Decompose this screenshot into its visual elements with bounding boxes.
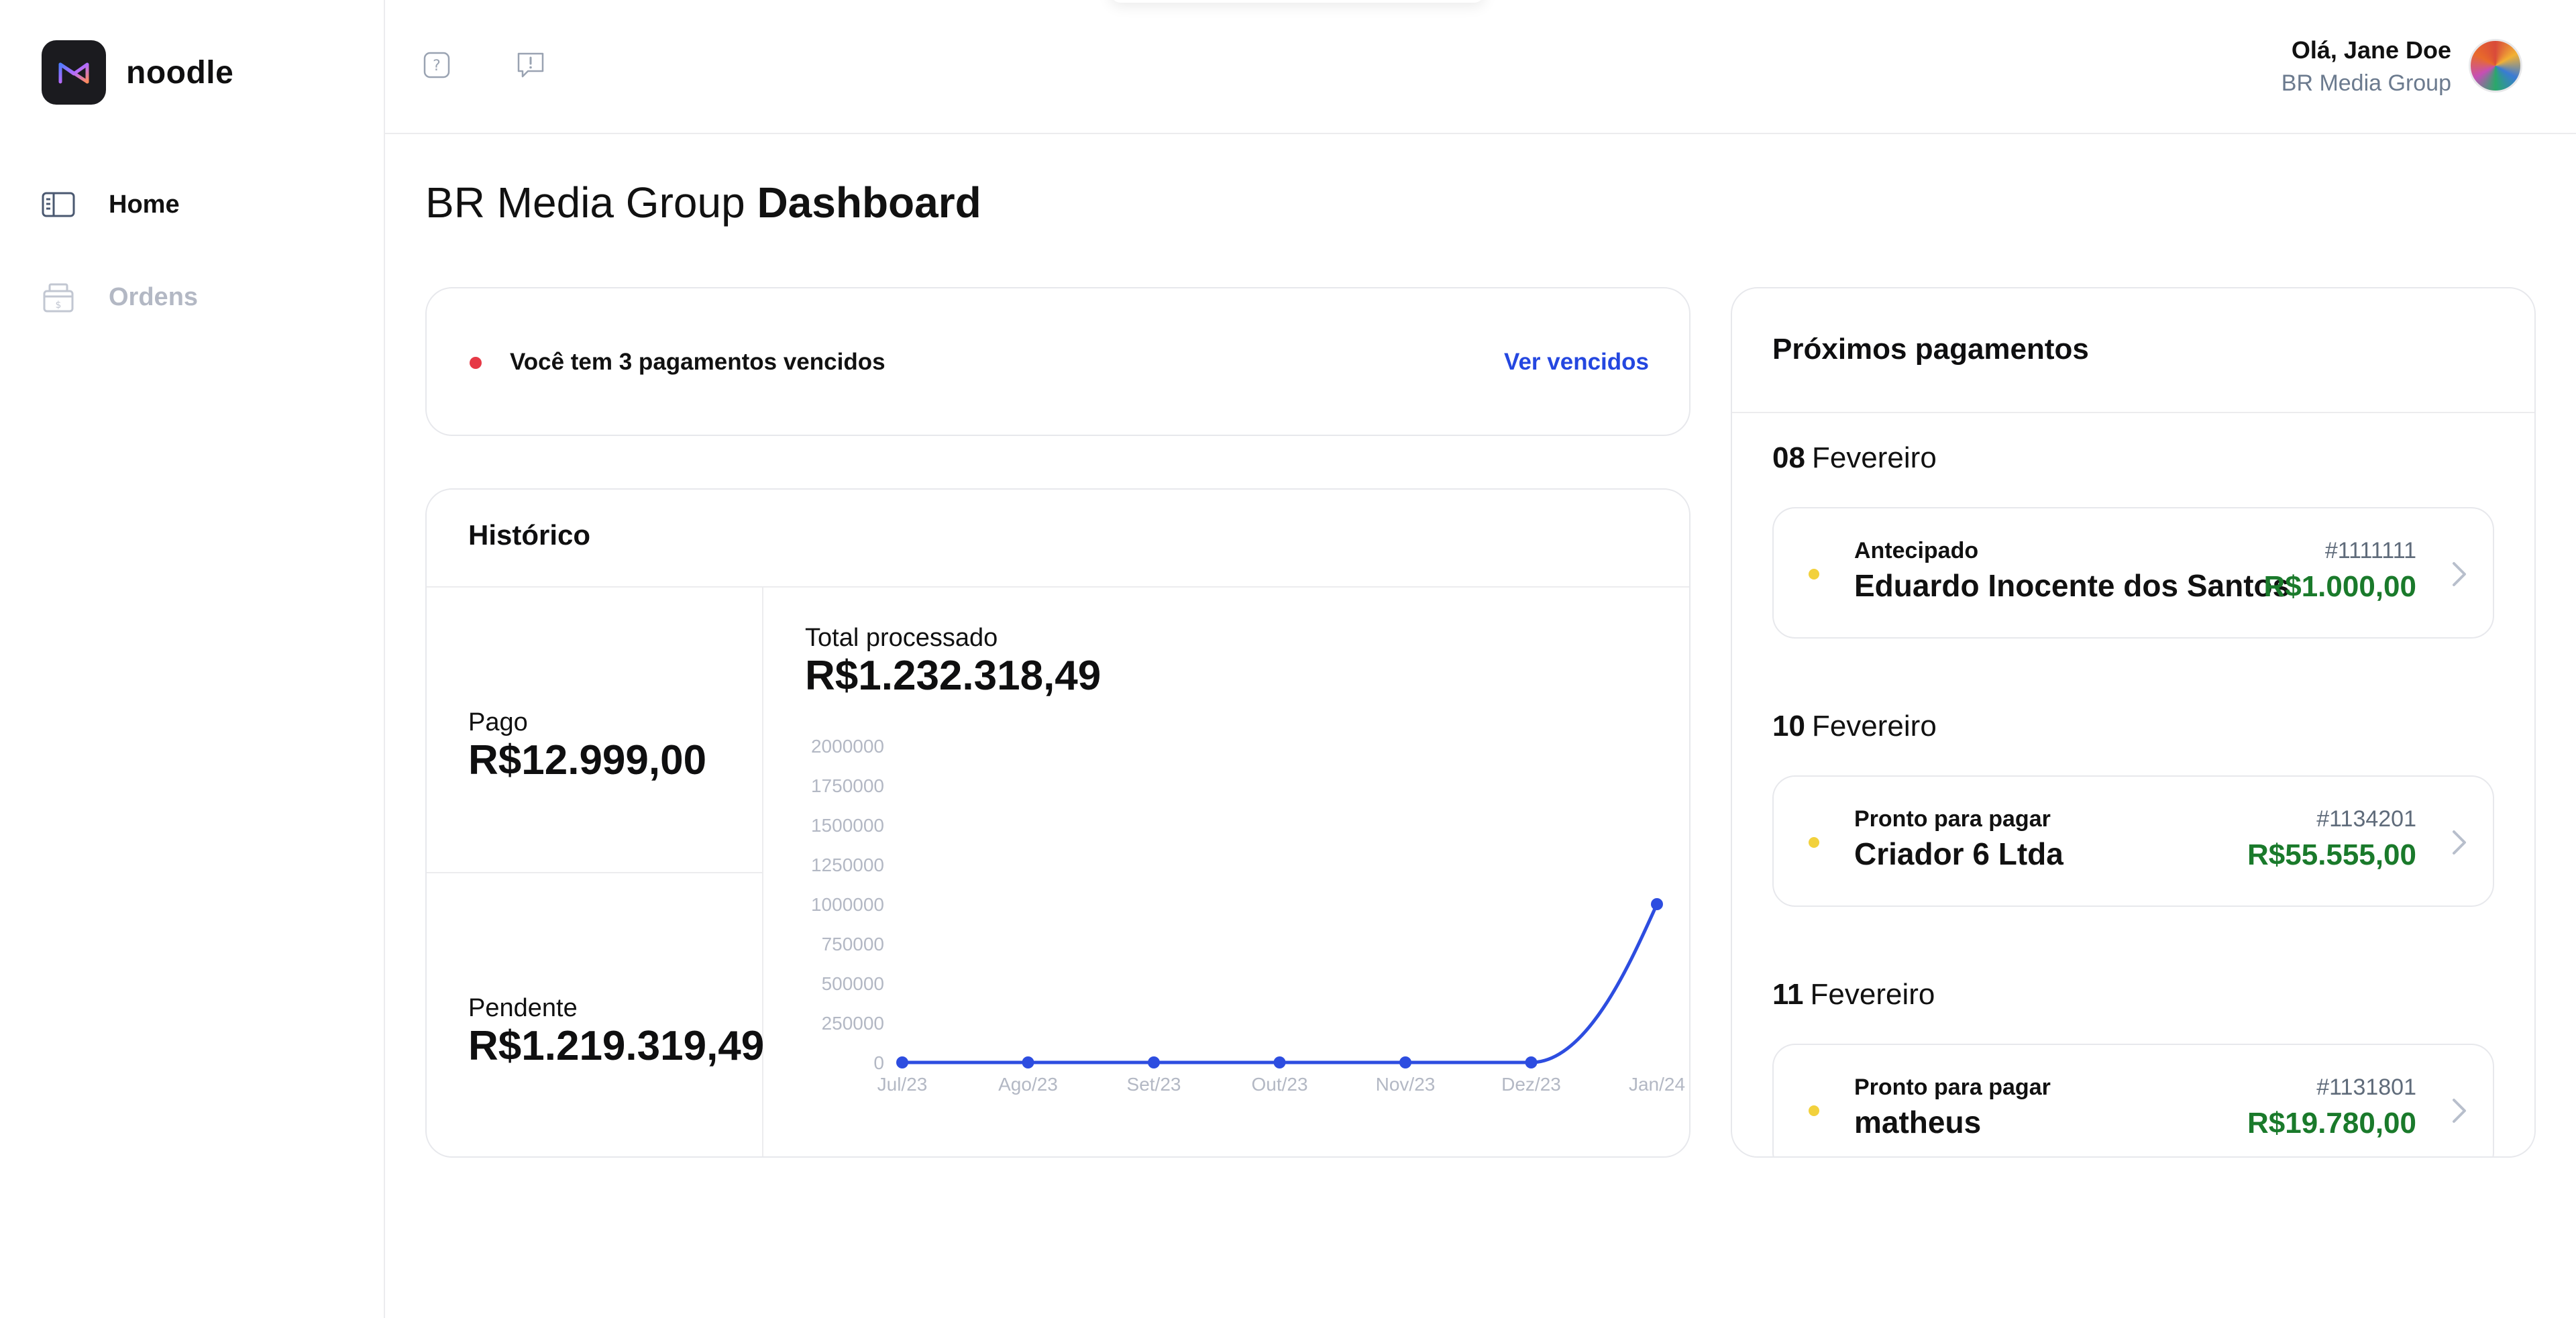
sidebar-item-ordens[interactable]: $ Ordens	[40, 282, 198, 313]
history-chart-area: Total processado R$1.232.318,49 0 250000 5…	[765, 588, 1689, 1156]
data-point	[1651, 898, 1663, 910]
feedback-icon[interactable]	[515, 50, 546, 80]
top-center-panel	[1110, 0, 1485, 3]
sidebar-item-label: Ordens	[109, 282, 199, 311]
data-point	[1022, 1056, 1034, 1068]
x-tick-label: Nov/23	[1376, 1074, 1436, 1095]
user-company: BR Media Group	[2281, 70, 2451, 96]
payment-name: matheus	[1854, 1105, 1982, 1140]
date-heading: 10 Fevereiro	[1772, 710, 1937, 743]
help-icon[interactable]: ?	[421, 50, 452, 80]
payment-id: #1134201	[2316, 806, 2416, 832]
x-tick-label: Ago/23	[998, 1074, 1058, 1095]
divider	[1732, 412, 2534, 413]
payment-status: Pronto para pagar	[1854, 1075, 2051, 1100]
data-point	[1525, 1056, 1538, 1068]
status-dot	[1809, 569, 1819, 580]
date-day: 08	[1772, 441, 1805, 474]
series-line	[902, 903, 1659, 1064]
history-title: Histórico	[468, 519, 591, 551]
date-month: Fevereiro	[1811, 441, 1937, 474]
payment-amount: R$55.555,00	[2247, 838, 2416, 871]
alert-text: Você tem 3 pagamentos vencidos	[510, 349, 885, 375]
data-point	[1148, 1056, 1160, 1068]
date-heading: 08 Fevereiro	[1772, 441, 1937, 475]
status-dot	[1809, 837, 1819, 848]
x-tick-label: Dez/23	[1501, 1074, 1561, 1095]
data-point	[1273, 1056, 1286, 1068]
user-greeting: Olá, Jane Doe	[2291, 36, 2451, 64]
y-tick-label: 1000000	[811, 894, 884, 915]
sidebar-item-label: Home	[109, 190, 180, 219]
upcoming-payments-card: Próximos pagamentos 08 Fevereiro Antecipa…	[1731, 287, 2536, 1158]
brand-name: noodle	[126, 54, 234, 91]
y-tick-label: 500000	[822, 973, 884, 994]
payment-id: #1111111	[2324, 538, 2416, 563]
divider	[427, 586, 1689, 588]
sidebar-item-home[interactable]: Home	[40, 189, 180, 220]
divider	[427, 872, 762, 873]
payment-amount: R$19.780,00	[2247, 1107, 2416, 1140]
noodle-logo-icon	[42, 40, 106, 105]
chevron-right-icon	[2446, 1093, 2473, 1128]
history-card: Histórico Pago R$12.999,00 Pendente R$1.…	[425, 488, 1690, 1158]
avatar[interactable]	[2469, 39, 2522, 93]
sidebar: noodle Home $ Ordens	[0, 0, 385, 1318]
paid-label: Pago	[468, 708, 528, 736]
date-month: Fevereiro	[1811, 710, 1937, 743]
payment-id: #1131801	[2316, 1075, 2416, 1100]
overdue-alert-card: Você tem 3 pagamentos vencidos Ver venci…	[425, 287, 1690, 436]
date-day: 10	[1772, 710, 1805, 743]
date-heading: 11 Fevereiro	[1772, 978, 1935, 1011]
top-bar: ? Olá, Jane Doe BR Media Group	[385, 0, 2576, 134]
svg-text:?: ?	[433, 58, 441, 74]
paid-value: R$12.999,00	[468, 737, 707, 783]
y-tick-label: 1500000	[811, 815, 884, 836]
svg-text:$: $	[56, 300, 62, 311]
pending-value: R$1.219.319,49	[468, 1023, 765, 1069]
x-tick-label: Jan/24	[1629, 1074, 1685, 1095]
y-tick-label: 1750000	[811, 775, 884, 796]
payment-name: Eduardo Inocente dos Santos	[1854, 568, 2290, 603]
brand[interactable]: noodle	[42, 40, 233, 105]
cash-register-icon: $	[40, 282, 76, 313]
status-dot	[1809, 1105, 1819, 1116]
alert-dot	[470, 357, 482, 369]
payment-status: Antecipado	[1854, 538, 1979, 563]
payment-name: Criador 6 Ltda	[1854, 836, 2063, 871]
payment-item[interactable]: Pronto para pagar Criador 6 Ltda #113420…	[1772, 775, 2494, 907]
view-overdue-link[interactable]: Ver vencidos	[1504, 349, 1649, 375]
y-tick-label: 1250000	[811, 855, 884, 875]
x-tick-label: Set/23	[1127, 1074, 1181, 1095]
y-tick-label: 250000	[822, 1013, 884, 1034]
total-processed-label: Total processado	[805, 624, 998, 652]
payment-amount: R$1.000,00	[2263, 570, 2416, 603]
user-info[interactable]: Olá, Jane Doe BR Media Group	[2282, 34, 2451, 99]
x-tick-label: Out/23	[1251, 1074, 1307, 1095]
sidebar-panel-icon	[40, 189, 76, 220]
data-point	[896, 1056, 908, 1068]
pending-label: Pendente	[468, 994, 578, 1022]
payment-item[interactable]: Pronto para pagar matheus #1131801 R$19.…	[1772, 1044, 2494, 1156]
y-tick-label: 2000000	[811, 736, 884, 757]
y-tick-label: 750000	[822, 934, 884, 954]
page-title-prefix: BR Media Group	[425, 178, 745, 227]
upcoming-title: Próximos pagamentos	[1772, 333, 2089, 366]
chevron-right-icon	[2446, 557, 2473, 592]
x-tick-label: Jul/23	[877, 1074, 928, 1095]
y-tick-label: 0	[873, 1052, 884, 1073]
chevron-right-icon	[2446, 825, 2473, 860]
history-stats: Pago R$12.999,00 Pendente R$1.219.319,49	[427, 588, 765, 1156]
date-month: Fevereiro	[1810, 978, 1935, 1011]
total-processed-value: R$1.232.318,49	[805, 653, 1102, 699]
date-day: 11	[1772, 978, 1804, 1011]
page-title: BR Media Group Dashboard	[425, 176, 981, 229]
payment-status: Pronto para pagar	[1854, 806, 2051, 832]
payment-item[interactable]: Antecipado Eduardo Inocente dos Santos #…	[1772, 507, 2494, 639]
line-chart: 0 250000 500000 750000 1000000 1250000 1500000…	[811, 736, 1685, 1095]
page-title-bold: Dashboard	[757, 178, 981, 227]
data-point	[1399, 1056, 1411, 1068]
